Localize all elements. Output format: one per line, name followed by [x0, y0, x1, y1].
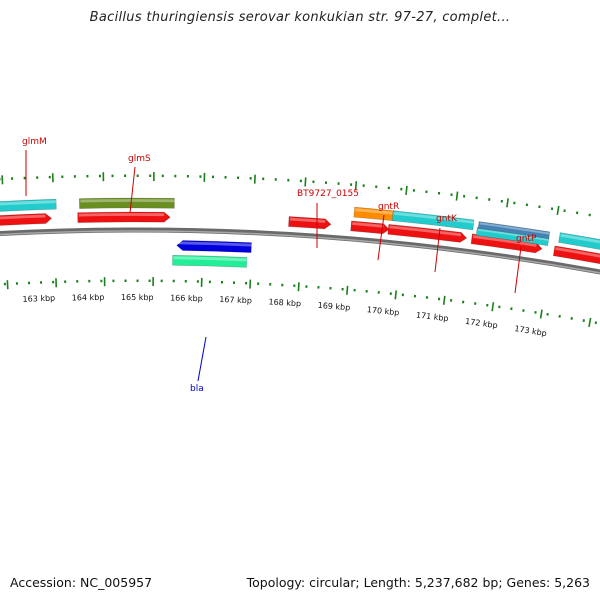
cds-bar-gntP-domain-gloss — [479, 222, 550, 235]
gene-label-BT9727_0155: BT9727_0155 — [297, 189, 359, 199]
gene-label-gntK: gntK — [436, 214, 458, 224]
gene-bar-glmM — [0, 213, 53, 226]
cds-bar-glmS-gloss — [80, 199, 175, 203]
scale-label-2: 165 kbp — [121, 293, 154, 302]
scale-label-4: 167 kbp — [219, 295, 252, 305]
cds-bar-gntP-gloss — [477, 228, 549, 241]
accession-text: Accession: NC_005957 — [10, 575, 153, 590]
gene-bar-gntK — [387, 223, 468, 243]
gene-bar-BT9727_0155-gloss — [289, 217, 326, 223]
inner-scale-major-tick — [297, 282, 300, 292]
outer-scale-major-tick — [354, 181, 358, 191]
cds-bar-gntP-domain — [477, 221, 551, 240]
gene-bar-next — [552, 245, 600, 265]
gene-bar-gntP-gloss — [472, 235, 537, 247]
gene-bar-bla — [176, 240, 252, 253]
gene-bar-gntR-gloss — [352, 222, 384, 228]
scale-label-6: 169 kbp — [317, 301, 350, 313]
gene-bar-glmM-gloss — [0, 214, 46, 220]
gene-label-leader-bla — [197, 336, 207, 382]
inner-scale-major-tick — [491, 302, 495, 312]
cds-bar-gntK — [391, 210, 475, 231]
scale-label-5: 168 kbp — [268, 297, 301, 308]
inner-scale-major-tick — [394, 290, 397, 300]
gene-bar-bla-gloss — [177, 241, 252, 247]
scale-label-7: 170 kbp — [366, 305, 399, 317]
cds-bar-glmS — [79, 197, 175, 209]
gene-label-leader-gntP — [514, 246, 522, 294]
scale-label-8: 171 kbp — [416, 311, 449, 324]
gene-bar-glmS-gloss — [78, 213, 165, 217]
gene-label-leader-glmS — [129, 166, 136, 214]
gene-bar-gntK-gloss — [389, 225, 462, 237]
genome-backbone-highlight — [0, 230, 600, 274]
cds-bar-glmM — [0, 198, 57, 212]
gene-label-glmM: glmM — [22, 137, 47, 147]
outer-scale-major-tick — [556, 205, 560, 216]
gene-label-bla: bla — [190, 384, 204, 394]
scale-label-9: 172 kbp — [465, 317, 499, 330]
cds-bar-gntK-gloss — [393, 211, 474, 224]
cds-bar-bla-gloss — [173, 256, 247, 262]
gene-bar-gntR — [350, 220, 390, 235]
cds-bar-next — [558, 232, 600, 250]
gene-bar-BT9727_0155 — [288, 216, 332, 230]
inner-scale-major-tick — [539, 309, 543, 319]
inner-scale-major-tick — [588, 317, 592, 327]
gene-label-gntP: gntP — [516, 234, 537, 244]
scale-label-1: 164 kbp — [72, 293, 105, 303]
cds-bar-glmM-gloss — [0, 200, 57, 206]
scale-label-0: 163 kbp — [22, 294, 55, 304]
outer-scale-major-tick — [405, 185, 408, 195]
scale-label-3: 166 kbp — [170, 294, 203, 304]
gene-label-leader-gntK — [434, 227, 441, 273]
cds-bar-bla — [172, 254, 248, 268]
outer-scale-major-tick — [304, 177, 307, 187]
genome-summary-text: Topology: circular; Length: 5,237,682 bp… — [246, 575, 590, 590]
cds-bar-next-gloss — [560, 233, 600, 244]
gene-bar-next-gloss — [555, 247, 600, 258]
genome-backbone — [0, 227, 600, 275]
outer-scale-major-tick — [506, 198, 509, 208]
gene-label-leader-gntR — [377, 214, 385, 261]
gene-bar-glmS — [77, 211, 171, 223]
outer-scale-major-tick — [455, 191, 459, 201]
scale-label-10: 173 kbp — [514, 324, 548, 338]
gene-label-glmS: glmS — [128, 154, 151, 164]
gene-label-gntR: gntR — [378, 202, 399, 212]
map-title: Bacillus thuringiensis serovar konkukian… — [89, 10, 511, 25]
inner-scale-major-tick — [346, 285, 349, 295]
inner-scale-major-tick — [442, 295, 446, 305]
